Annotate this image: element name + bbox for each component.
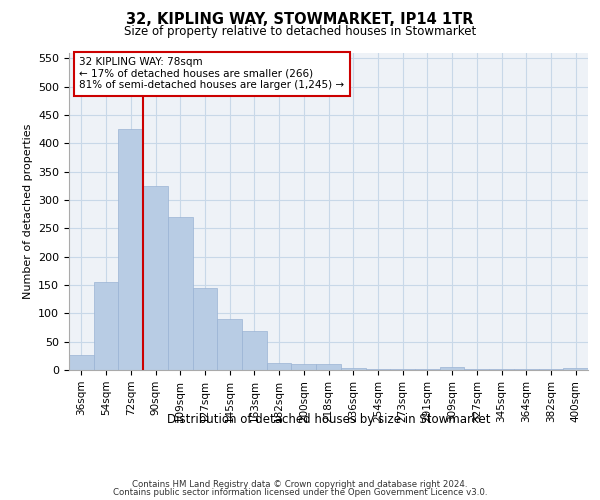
- Text: Contains public sector information licensed under the Open Government Licence v3: Contains public sector information licen…: [113, 488, 487, 497]
- Bar: [193, 288, 217, 370]
- Bar: [94, 282, 118, 370]
- Bar: [118, 129, 143, 370]
- Bar: [242, 332, 267, 370]
- Bar: [341, 368, 365, 370]
- Bar: [168, 217, 193, 370]
- Bar: [143, 186, 168, 370]
- Text: Contains HM Land Registry data © Crown copyright and database right 2024.: Contains HM Land Registry data © Crown c…: [132, 480, 468, 489]
- Bar: [292, 364, 316, 370]
- Bar: [563, 368, 588, 370]
- Bar: [267, 363, 292, 370]
- Y-axis label: Number of detached properties: Number of detached properties: [23, 124, 32, 299]
- Bar: [440, 367, 464, 370]
- Bar: [217, 319, 242, 370]
- Text: Size of property relative to detached houses in Stowmarket: Size of property relative to detached ho…: [124, 25, 476, 38]
- Bar: [69, 354, 94, 370]
- Text: 32, KIPLING WAY, STOWMARKET, IP14 1TR: 32, KIPLING WAY, STOWMARKET, IP14 1TR: [126, 12, 474, 28]
- Bar: [390, 369, 415, 370]
- Bar: [365, 369, 390, 370]
- Text: Distribution of detached houses by size in Stowmarket: Distribution of detached houses by size …: [167, 412, 491, 426]
- Bar: [316, 364, 341, 370]
- Text: 32 KIPLING WAY: 78sqm
← 17% of detached houses are smaller (266)
81% of semi-det: 32 KIPLING WAY: 78sqm ← 17% of detached …: [79, 58, 344, 90]
